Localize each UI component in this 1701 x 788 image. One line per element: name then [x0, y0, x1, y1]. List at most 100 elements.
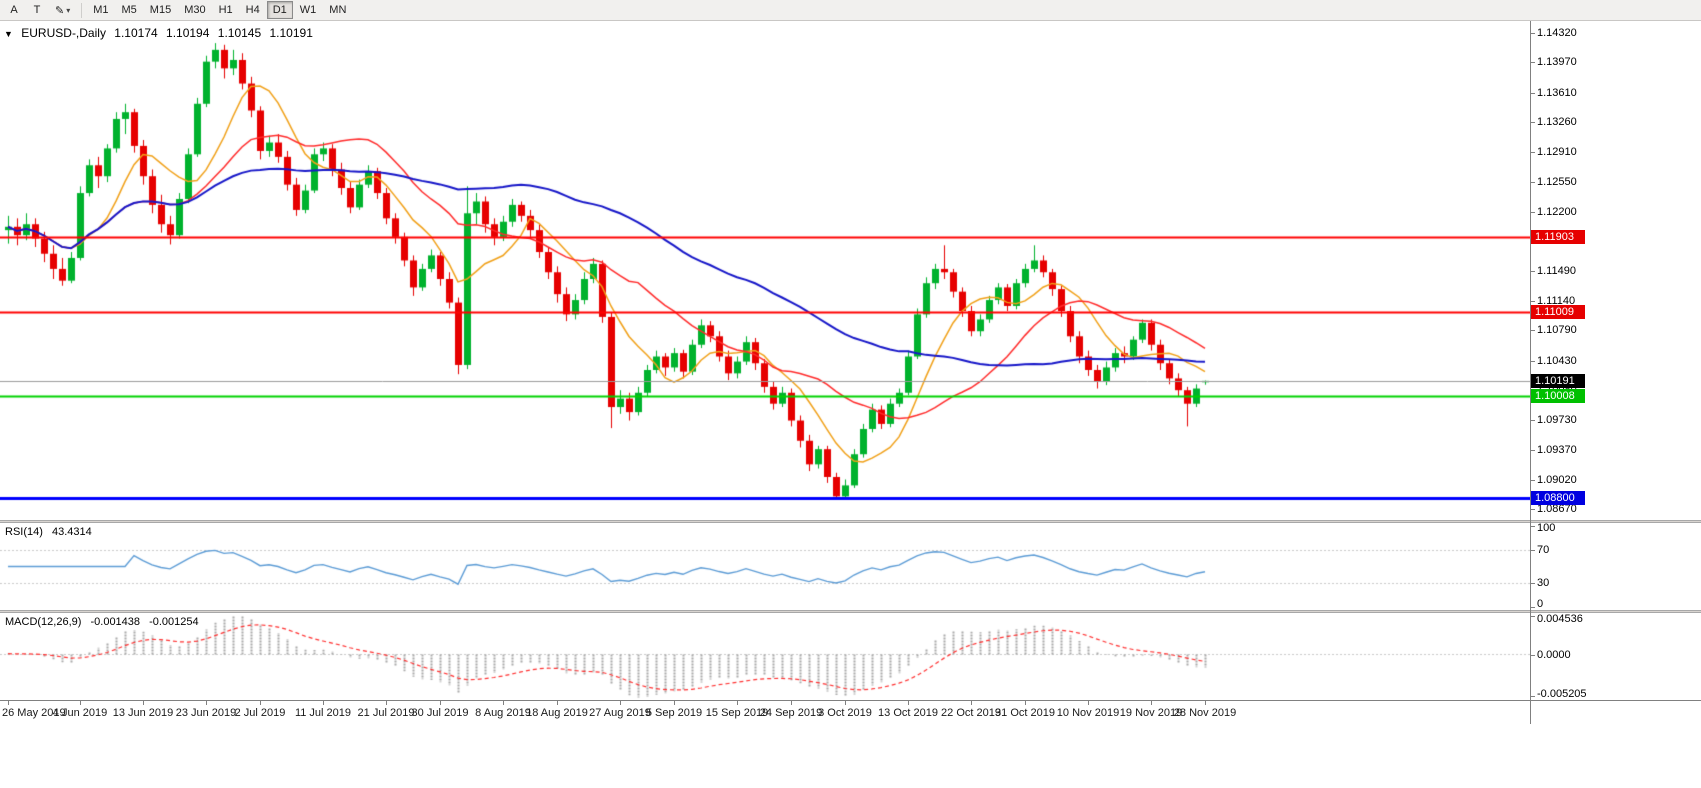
timeframe-m15-button[interactable]: M15	[144, 1, 177, 19]
rsi-title: RSI(14) 43.4314	[5, 526, 98, 538]
date-label: 5 Sep 2019	[645, 707, 703, 719]
panel-splitter[interactable]	[0, 520, 1701, 523]
price-tick-mark	[1530, 92, 1535, 94]
price-tick-mark	[1530, 122, 1535, 124]
macd-title: MACD(12,26,9) -0.001438 -0.001254	[5, 616, 205, 628]
macd-main-value: -0.001438	[90, 616, 141, 628]
crayon-icon: ✎	[55, 4, 65, 17]
timeframe-w1-button[interactable]: W1	[294, 1, 323, 19]
date-label: 8 Aug 2019	[475, 707, 531, 719]
rsi-tick-mark	[1530, 607, 1535, 608]
macd-name: MACD(12,26,9)	[5, 616, 82, 628]
rsi-tick-mark	[1530, 550, 1535, 552]
price-tick-mark	[1530, 479, 1535, 481]
timeframe-m1-button[interactable]: M1	[87, 1, 114, 19]
price-level-label: 1.11009	[1531, 304, 1585, 319]
date-label: 13 Jun 2019	[112, 707, 174, 719]
panel-splitter[interactable]	[0, 610, 1701, 613]
price-tick-label: 1.09020	[1537, 473, 1577, 486]
date-label: 2 Jul 2019	[234, 707, 286, 719]
price-tick-label: 1.12910	[1537, 145, 1577, 158]
date-tick-mark	[143, 701, 144, 705]
date-tick-mark	[1151, 701, 1152, 705]
macd-canvas[interactable]	[0, 613, 1530, 700]
price-tick-label: 1.13970	[1537, 56, 1577, 69]
timeframe-mn-button[interactable]: MN	[323, 1, 352, 19]
date-label: 23 Jun 2019	[175, 707, 237, 719]
price-tick-label: 1.10790	[1537, 324, 1577, 337]
price-tick-mark	[1530, 62, 1535, 64]
price-level-label: 1.10008	[1531, 389, 1585, 404]
price-level-label: 1.10191	[1531, 373, 1585, 388]
rsi-tick-mark	[1530, 582, 1535, 584]
price-tick-label: 1.14320	[1537, 27, 1577, 39]
date-label: 31 Oct 2019	[995, 707, 1055, 719]
date-tick-mark	[206, 701, 207, 705]
rsi-name: RSI(14)	[5, 526, 43, 538]
date-tick-mark	[971, 701, 972, 705]
date-label: 13 Oct 2019	[878, 707, 938, 719]
macd-indicator-panel: MACD(12,26,9) -0.001438 -0.001254 0.0045…	[0, 613, 1701, 700]
price-tick-label: 1.13610	[1537, 86, 1577, 99]
macd-tick-label: 0.004536	[1537, 613, 1583, 625]
date-label: 15 Sep 2019	[705, 707, 769, 719]
date-tick-mark	[386, 701, 387, 705]
price-chart-canvas[interactable]	[0, 21, 1530, 520]
chart-title: ▼ EURUSD-,Daily 1.10174 1.10194 1.10145 …	[4, 26, 318, 40]
price-level-label: 1.08800	[1531, 491, 1585, 506]
chart-toolbar: A T ✎ ▾ M1 M5 M15 M30 H1 H4 D1 W1 MN	[0, 0, 1701, 21]
date-label: 21 Jul 2019	[357, 707, 415, 719]
price-tick-mark	[1530, 33, 1535, 34]
toolbar-separator	[81, 2, 83, 18]
date-tick-mark	[557, 701, 558, 705]
price-tick-label: 1.12200	[1537, 205, 1577, 218]
macd-tick-mark	[1530, 696, 1535, 697]
timeframe-d1-button[interactable]: D1	[266, 1, 293, 19]
chart-symbol-label: EURUSD-,Daily	[21, 26, 106, 40]
macd-tick-label: 0.0000	[1537, 648, 1571, 661]
macd-signal-value: -0.001254	[149, 616, 199, 628]
price-tick-mark	[1530, 330, 1535, 332]
date-tick-mark	[737, 701, 738, 705]
price-tick-mark	[1530, 300, 1535, 302]
time-axis[interactable]: 26 May 2019 4 Jun 2019 13 Jun 2019 23 Jun 2…	[0, 700, 1701, 724]
rsi-canvas[interactable]	[0, 523, 1530, 610]
date-tick-mark	[440, 701, 441, 705]
price-tick-mark	[1530, 151, 1535, 153]
timeframe-h4-button[interactable]: H4	[240, 1, 266, 19]
timeframe-h1-button[interactable]: H1	[213, 1, 239, 19]
date-tick-mark	[503, 701, 504, 705]
price-tick-mark	[1530, 509, 1535, 510]
rsi-value: 43.4314	[51, 526, 92, 538]
price-tick-label: 1.08670	[1537, 503, 1577, 515]
date-tick-mark	[791, 701, 792, 705]
text-tool-button[interactable]: T	[26, 1, 48, 19]
rsi-indicator-panel: RSI(14) 43.4314 100 70 30 0	[0, 522, 1701, 610]
ohlc-open: 1.10174	[114, 26, 158, 40]
crayon-tool-button[interactable]: ✎ ▾	[49, 1, 76, 19]
rsi-tick-label: 70	[1537, 544, 1550, 557]
price-tick-mark	[1530, 211, 1535, 213]
timeframe-m5-button[interactable]: M5	[116, 1, 143, 19]
date-tick-mark	[674, 701, 675, 705]
price-tick-mark	[1530, 360, 1535, 362]
price-tick-mark	[1530, 419, 1535, 421]
arrow-tool-button[interactable]: A	[3, 1, 25, 19]
price-axis[interactable]	[1530, 21, 1701, 724]
ohlc-close: 1.10191	[269, 26, 313, 40]
timeframe-m30-button[interactable]: M30	[178, 1, 211, 19]
ohlc-high: 1.10194	[166, 26, 210, 40]
price-tick-mark	[1530, 450, 1535, 452]
price-tick-label: 1.09730	[1537, 413, 1577, 426]
date-tick-mark	[80, 701, 81, 705]
date-tick-mark	[908, 701, 909, 705]
price-tick-label: 1.10430	[1537, 354, 1577, 367]
date-label: 18 Aug 2019	[526, 707, 588, 719]
date-label: 10 Nov 2019	[1056, 707, 1120, 719]
rsi-tick-label: 100	[1537, 522, 1556, 534]
date-label: 19 Nov 2019	[1119, 707, 1183, 719]
price-tick-label: 1.13260	[1537, 116, 1577, 129]
price-level-label: 1.11903	[1531, 229, 1585, 244]
date-tick-mark	[8, 701, 9, 705]
